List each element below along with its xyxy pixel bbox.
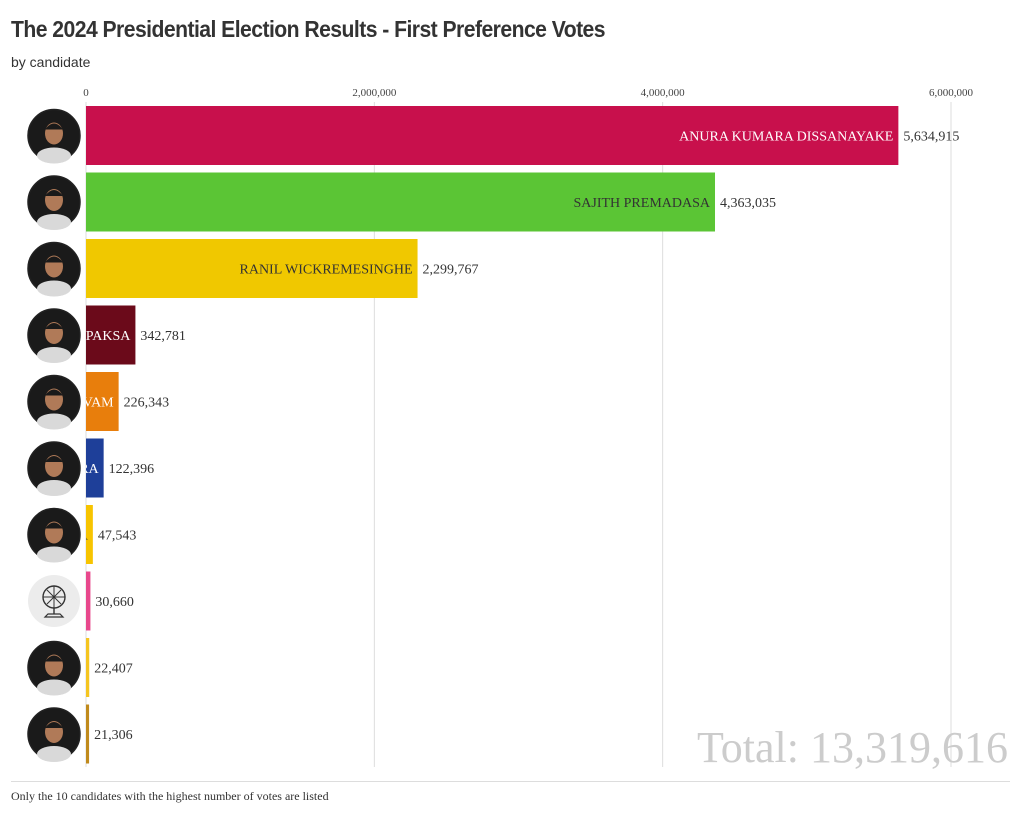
total-votes: Total: 13,319,616: [696, 723, 1008, 772]
bar: [86, 571, 91, 631]
bar-value-label: 122,396: [109, 462, 154, 477]
bar-value-label: 4,363,035: [720, 196, 776, 211]
bar-value-label: 5,634,915: [903, 130, 959, 145]
bar: [86, 505, 93, 564]
bar: [86, 438, 104, 498]
x-tick-label: 4,000,000: [641, 87, 686, 99]
bar-candidate-label: ARIYANETHIRAN PAKKIYASELVAM: [0, 396, 114, 411]
bar-candidate-label: ANURA KUMARA DISSANAYAKE: [679, 130, 893, 145]
footer-divider: [11, 781, 1010, 782]
portrait-photo-icon: [27, 308, 81, 363]
chart-subtitle: by candidate: [11, 54, 91, 70]
bar: [86, 704, 90, 764]
bar-value-label: 342,781: [140, 329, 186, 344]
bar: [86, 106, 899, 165]
portrait-photo-icon: [27, 175, 81, 230]
x-tick-label: 2,000,000: [352, 87, 397, 99]
bar-candidate-label: RANIL WICKREMESINGHE: [240, 263, 413, 278]
bar-candidate-label: DILITH JAYAWEERA: [0, 462, 100, 477]
bar: [86, 172, 716, 232]
bar-value-label: 21,306: [94, 728, 133, 743]
bar-candidate-label: SAJITH PREMADASA: [573, 196, 710, 211]
bar-value-label: 22,407: [94, 662, 133, 677]
bar: [86, 638, 90, 697]
x-tick-label: 0: [83, 87, 89, 99]
portrait-photo-icon: [27, 108, 81, 164]
table-fan-icon: [28, 575, 80, 627]
bar-value-label: 226,343: [124, 396, 170, 411]
bar-value-label: 30,660: [95, 595, 134, 610]
bar-value-label: 47,543: [98, 529, 137, 544]
footnote: Only the 10 candidates with the highest …: [11, 789, 329, 803]
portrait-photo-icon: [27, 507, 81, 563]
bar: [86, 239, 418, 298]
bar-candidate-label: K. K. PIYADASA: [0, 529, 89, 544]
portrait-photo-icon: [27, 441, 81, 496]
x-tick-label: 6,000,000: [929, 87, 974, 99]
portrait-photo-icon: [27, 374, 81, 430]
chart-title: The 2024 Presidential Election Results -…: [11, 16, 606, 42]
bar: [86, 305, 136, 365]
portrait-photo-icon: [27, 707, 81, 762]
bar: [86, 372, 119, 431]
portrait-photo-icon: [27, 241, 81, 297]
bar-value-label: 2,299,767: [423, 263, 479, 278]
portrait-photo-icon: [27, 640, 81, 696]
bar-candidate-label: NAMAL RAJAPAKSA: [0, 329, 131, 344]
